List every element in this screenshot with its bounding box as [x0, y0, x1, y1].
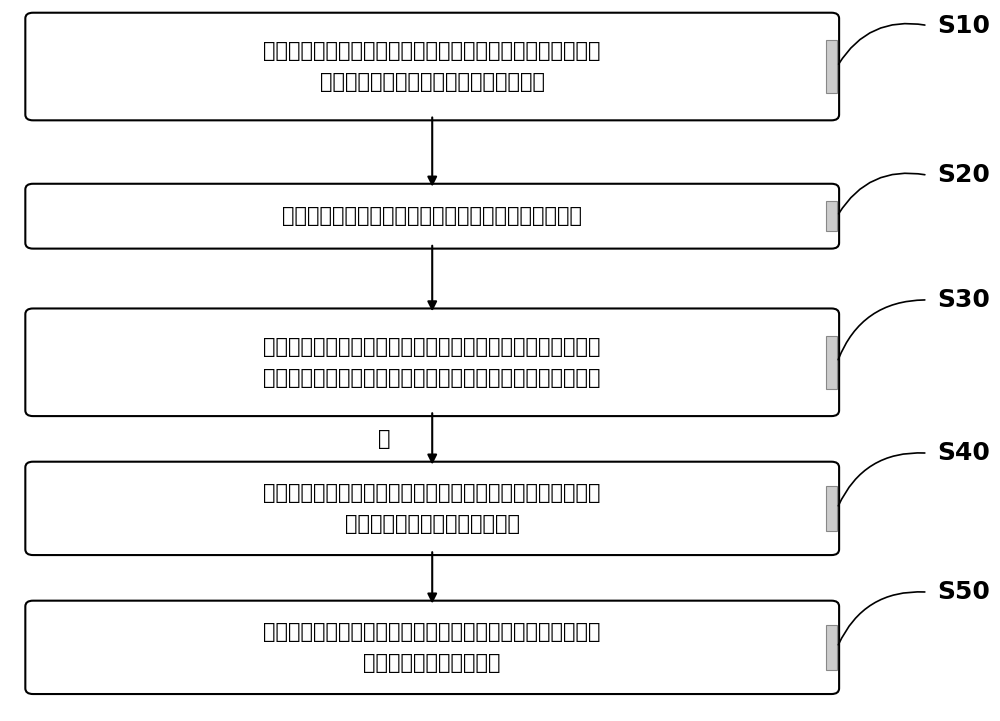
- Text: S10: S10: [937, 14, 990, 37]
- Text: 否: 否: [378, 429, 390, 449]
- Text: S30: S30: [937, 288, 990, 312]
- FancyBboxPatch shape: [826, 625, 837, 670]
- FancyBboxPatch shape: [826, 40, 837, 93]
- FancyBboxPatch shape: [25, 309, 839, 416]
- Text: 调取与所述第二车牌信息相近的多个第一车牌信息所对应的多
个第一车牌图片发送至用户终端: 调取与所述第二车牌信息相近的多个第一车牌信息所对应的多 个第一车牌图片发送至用户…: [263, 483, 601, 534]
- Text: 在检测到车辆进停车场入口的信息时，分别通过多个入口车牌
识别仪获得所述车辆的多个第一车牌图片: 在检测到车辆进停车场入口的信息时，分别通过多个入口车牌 识别仪获得所述车辆的多个…: [263, 41, 601, 92]
- Text: 根据多个第一车牌图片识别出对应的多个第一车牌信息: 根据多个第一车牌图片识别出对应的多个第一车牌信息: [282, 206, 582, 226]
- FancyBboxPatch shape: [25, 461, 839, 555]
- FancyBboxPatch shape: [826, 201, 837, 231]
- FancyBboxPatch shape: [25, 13, 839, 120]
- Text: S40: S40: [937, 441, 990, 465]
- Text: 接收所述用户终端反馈的第一确认结果，并根据所述第一确认
结果生成对应的缴费信息: 接收所述用户终端反馈的第一确认结果，并根据所述第一确认 结果生成对应的缴费信息: [263, 622, 601, 673]
- FancyBboxPatch shape: [826, 336, 837, 389]
- FancyBboxPatch shape: [25, 601, 839, 694]
- FancyBboxPatch shape: [826, 486, 837, 531]
- Text: S20: S20: [937, 163, 990, 187]
- Text: 在接收到第一缴费请求时，确定所述第一缴费请求中用户输入
的第二车牌信息是否与多个第一车牌信息中的至少一个相匹配: 在接收到第一缴费请求时，确定所述第一缴费请求中用户输入 的第二车牌信息是否与多个…: [263, 337, 601, 388]
- Text: S50: S50: [937, 580, 990, 604]
- FancyBboxPatch shape: [25, 184, 839, 249]
